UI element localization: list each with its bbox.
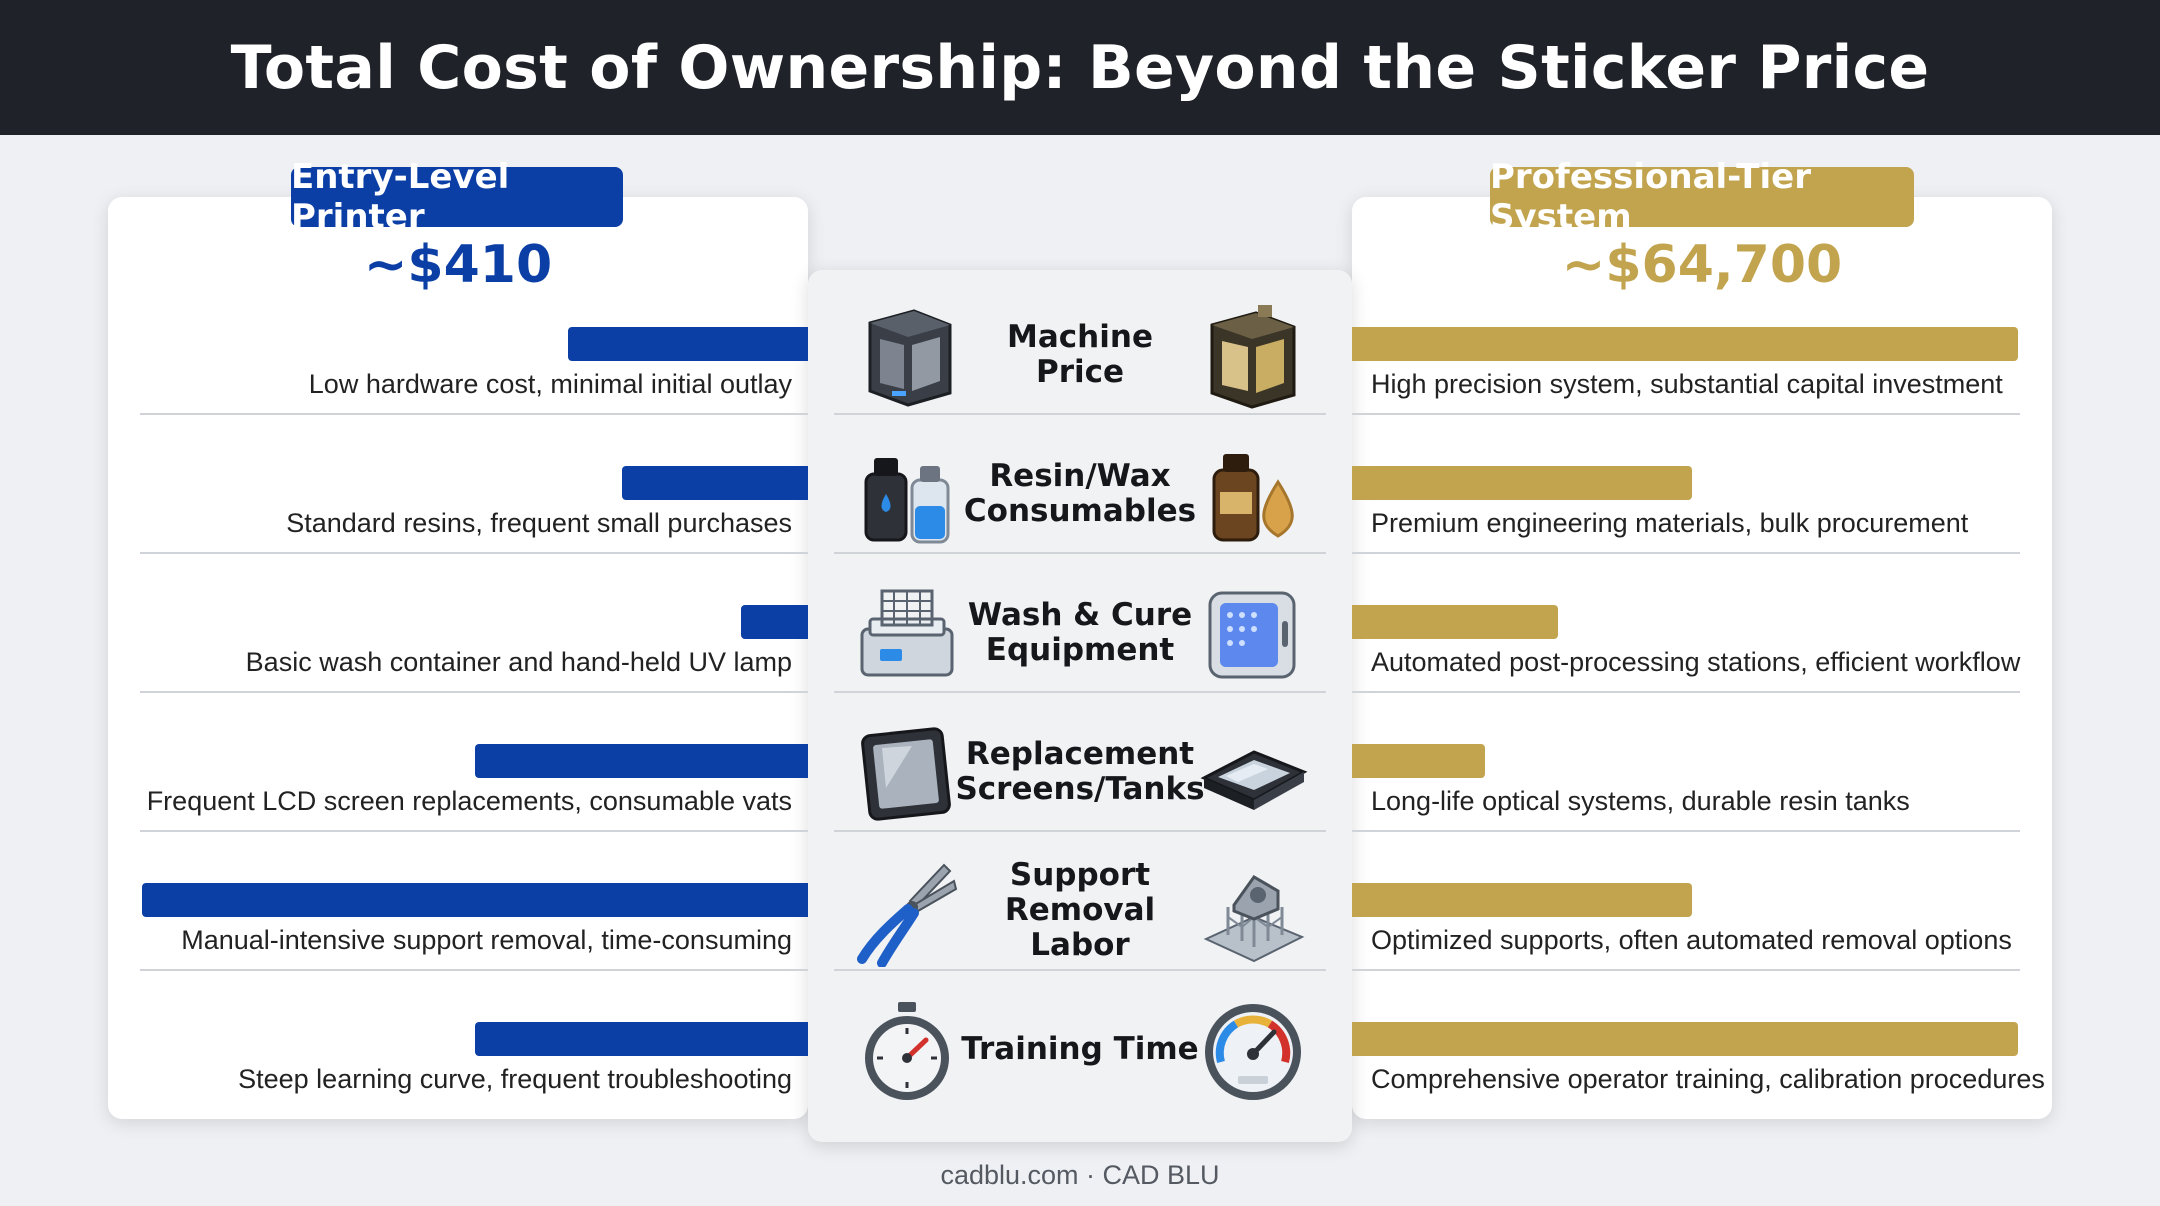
resin-tank-icon (1200, 750, 1308, 810)
comparison-row: Standard resins, frequent small purchase… (0, 414, 2160, 554)
category-column (808, 270, 1352, 1142)
pro-cost-bar (1352, 466, 1692, 500)
header-bar: Total Cost of Ownership: Beyond the Stic… (0, 0, 2160, 135)
row-divider (1352, 969, 2020, 971)
entry-printer-icon (868, 309, 952, 407)
pro-cost-bar (1352, 327, 2018, 361)
amber-bottle-drop-icon (1212, 454, 1294, 542)
entry-cost-bar (475, 1022, 808, 1056)
row-divider (834, 830, 1326, 832)
category-label: Machine Price (1007, 318, 1153, 390)
pro-description: Optimized supports, often automated remo… (1371, 925, 2012, 955)
footer-credit: cadblu.com · CAD BLU (940, 1160, 1220, 1190)
category-label: Resin/Wax Consumables (963, 457, 1197, 529)
category-label: Wash & Cure Equipment (967, 596, 1193, 668)
entry-description: Basic wash container and hand-held UV la… (245, 647, 792, 677)
entry-cost-bar (475, 744, 808, 778)
row-divider (834, 969, 1326, 971)
stopwatch-icon (865, 1002, 949, 1100)
row-divider (834, 552, 1326, 554)
professional-tier-badge: Professional-Tier System (1490, 157, 1914, 237)
entry-level-badge: Entry-Level Printer (291, 157, 623, 237)
pro-description: Automated post-processing stations, effi… (1371, 647, 2021, 677)
curing-chamber-icon (1208, 591, 1296, 679)
entry-cost-bar (142, 883, 808, 917)
entry-cost-bar (622, 466, 808, 500)
supported-part-icon (1203, 875, 1305, 963)
row-divider (1352, 830, 2020, 832)
row-divider (1352, 552, 2020, 554)
entry-description: Frequent LCD screen replacements, consum… (146, 786, 792, 816)
category-label: Replacement Screens/Tanks (955, 735, 1205, 807)
pro-cost-bar (1352, 744, 1485, 778)
entry-description: Steep learning curve, frequent troublesh… (238, 1064, 792, 1094)
gauge-icon (1205, 1004, 1301, 1100)
row-divider (140, 413, 808, 415)
pro-printer-icon (1210, 305, 1296, 409)
lcd-screen-icon (861, 727, 951, 821)
entry-description: Standard resins, frequent small purchase… (286, 508, 792, 538)
wash-tank-icon (860, 589, 954, 677)
pro-description: Premium engineering materials, bulk proc… (1371, 508, 1969, 538)
category-label: Training Time (961, 1031, 1199, 1068)
page-title: Total Cost of Ownership: Beyond the Stic… (230, 32, 1930, 103)
pro-description: Long-life optical systems, durable resin… (1371, 786, 1910, 816)
pro-cost-bar (1352, 605, 1558, 639)
row-divider (140, 969, 808, 971)
pro-cost-bar (1352, 1022, 2018, 1056)
comparison-row: Steep learning curve, frequent troublesh… (0, 970, 2160, 1109)
pliers-icon (857, 863, 958, 967)
row-divider (1352, 413, 2020, 415)
entry-description: Manual-intensive support removal, time-c… (181, 925, 792, 955)
comparison-row: Frequent LCD screen replacements, consum… (0, 692, 2160, 832)
comparison-row: Low hardware cost, minimal initial outla… (0, 275, 2160, 415)
entry-level-price: ~$410 (363, 235, 553, 295)
professional-tier-price: ~$64,700 (1561, 235, 1843, 295)
pro-cost-bar (1352, 883, 1692, 917)
row-divider (140, 691, 808, 693)
row-divider (834, 691, 1326, 693)
comparison-row: Basic wash container and hand-held UV la… (0, 553, 2160, 693)
comparison-row: Manual-intensive support removal, time-c… (0, 831, 2160, 971)
resin-bottles-icon (864, 458, 950, 544)
entry-description: Low hardware cost, minimal initial outla… (308, 369, 792, 399)
row-divider (140, 552, 808, 554)
entry-cost-bar (741, 605, 808, 639)
row-divider (834, 413, 1326, 415)
entry-cost-bar (568, 327, 808, 361)
row-divider (1352, 691, 2020, 693)
category-label: Support Removal Labor (1004, 857, 1156, 963)
pro-description: Comprehensive operator training, calibra… (1371, 1064, 2045, 1094)
pro-description: High precision system, substantial capit… (1371, 369, 2003, 399)
row-divider (140, 830, 808, 832)
